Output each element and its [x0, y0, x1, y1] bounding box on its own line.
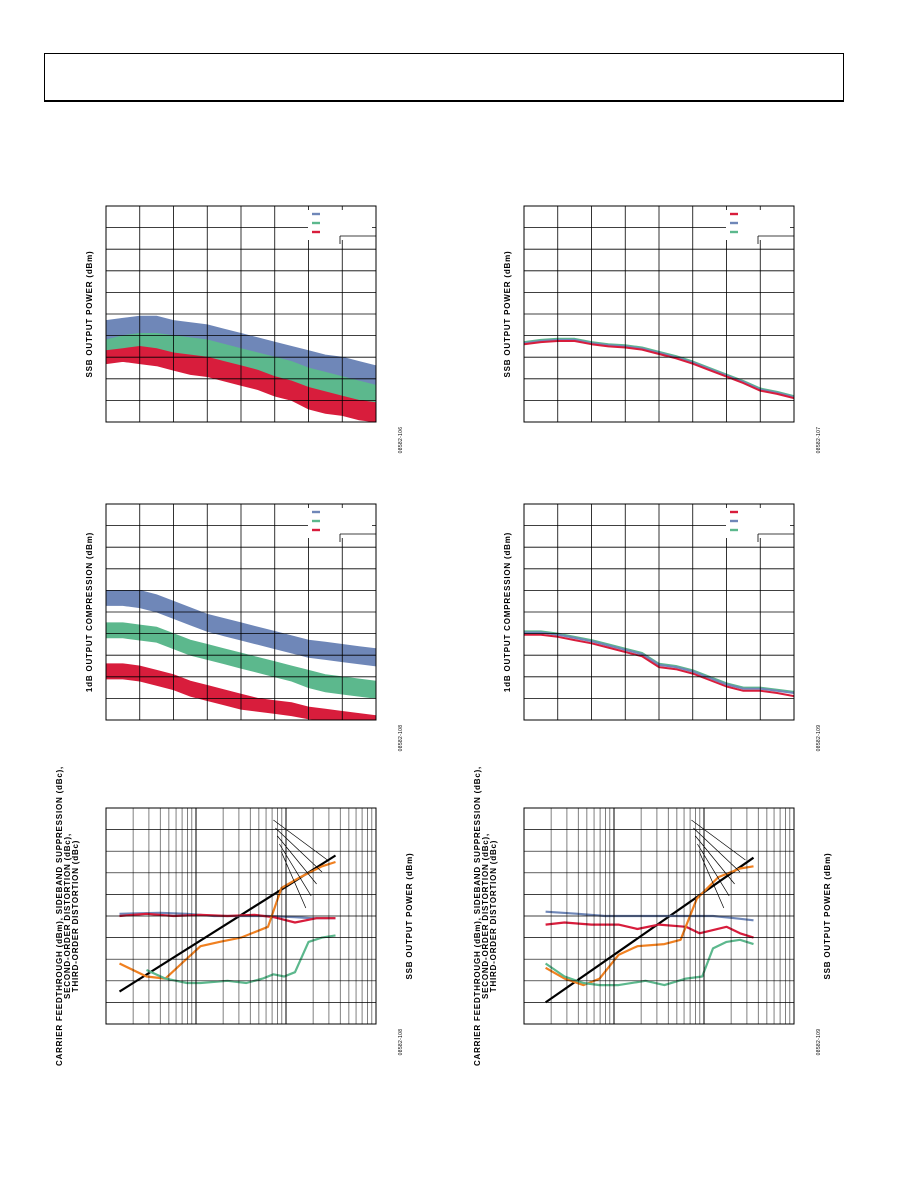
- y-axis-label-line: THIRD-ORDER DISTORTION (dBc): [71, 840, 80, 992]
- plot-frame: [105, 807, 377, 1025]
- legend: [726, 508, 794, 542]
- arrow-line-2: [695, 835, 735, 885]
- series-line-green: [544, 938, 754, 987]
- arrow-line-1: [275, 827, 323, 873]
- series-line-green: [146, 934, 336, 985]
- arrow-line-4: [281, 851, 307, 909]
- chart-c6: CARRIER FEEDTHROUGH (dBm), SIDEBAND SUPP…: [473, 766, 832, 1066]
- annotation-arrows: [273, 819, 328, 909]
- plot-frame: [105, 205, 377, 423]
- arrow-line-0: [691, 819, 746, 861]
- plot-frame: [523, 807, 795, 1025]
- y-axis-label: CARRIER FEEDTHROUGH (dBm), SIDEBAND SUPP…: [55, 766, 80, 1066]
- page-header-box: [44, 53, 844, 102]
- arrow-line-3: [279, 843, 312, 897]
- y-axis-label-right: SSB OUTPUT POWER (dBm): [823, 853, 832, 980]
- arrow-line-4: [699, 851, 725, 909]
- y-axis-label: CARRIER FEEDTHROUGH (dBm), SIDEBAND SUPP…: [473, 766, 498, 1066]
- y-axis-label: 1dB OUTPUT COMPRESSION (dBm): [503, 532, 512, 692]
- legend: [308, 508, 376, 542]
- plot-frame: [523, 503, 795, 721]
- arrow-line-3: [697, 843, 730, 897]
- figure-id: 08582-109: [816, 725, 822, 752]
- figure-id: 08582-109: [816, 1029, 822, 1056]
- legend: [726, 210, 794, 244]
- figure-id: 08582-107: [816, 427, 822, 454]
- figure-id: 08582-108: [398, 1029, 404, 1056]
- plot-frame: [523, 205, 795, 423]
- y-axis-label-line: SECOND-ORDER DISTORTION (dBc),: [63, 833, 72, 999]
- arrow-line-0: [273, 819, 328, 861]
- y-axis-label: 1dB OUTPUT COMPRESSION (dBm): [85, 532, 94, 692]
- chart-c1: SSB OUTPUT POWER (dBm) 08582-106: [85, 205, 404, 454]
- y-axis-label: SSB OUTPUT POWER (dBm): [503, 251, 512, 378]
- chart-c5: CARRIER FEEDTHROUGH (dBm), SIDEBAND SUPP…: [55, 766, 414, 1066]
- series-line-orange: [545, 865, 754, 987]
- chart-c3: 1dB OUTPUT COMPRESSION (dBm) 08582-108: [85, 503, 404, 752]
- figure-id: 08582-108: [398, 725, 404, 752]
- y-axis-label: SSB OUTPUT POWER (dBm): [85, 251, 94, 378]
- annotation-arrows: [691, 819, 746, 909]
- arrow-line-1: [693, 827, 741, 873]
- chart-c2: SSB OUTPUT POWER (dBm) 08582-107: [503, 205, 822, 454]
- series-line-black: [544, 856, 755, 1004]
- chart-c4: 1dB OUTPUT COMPRESSION (dBm) 08582-109: [503, 503, 822, 752]
- y-axis-label-right: SSB OUTPUT POWER (dBm): [405, 853, 414, 980]
- figure-id: 08582-106: [398, 427, 404, 454]
- y-axis-label-line: THIRD-ORDER DISTORTION (dBc): [489, 840, 498, 992]
- y-axis-label-line: CARRIER FEEDTHROUGH (dBm), SIDEBAND SUPP…: [55, 766, 64, 1066]
- legend: [308, 210, 376, 244]
- y-axis-label-line: CARRIER FEEDTHROUGH (dBm), SIDEBAND SUPP…: [473, 766, 482, 1066]
- arrow-line-2: [277, 835, 317, 885]
- y-axis-label-line: SECOND-ORDER DISTORTION (dBc),: [481, 833, 490, 999]
- plot-frame: [105, 503, 377, 721]
